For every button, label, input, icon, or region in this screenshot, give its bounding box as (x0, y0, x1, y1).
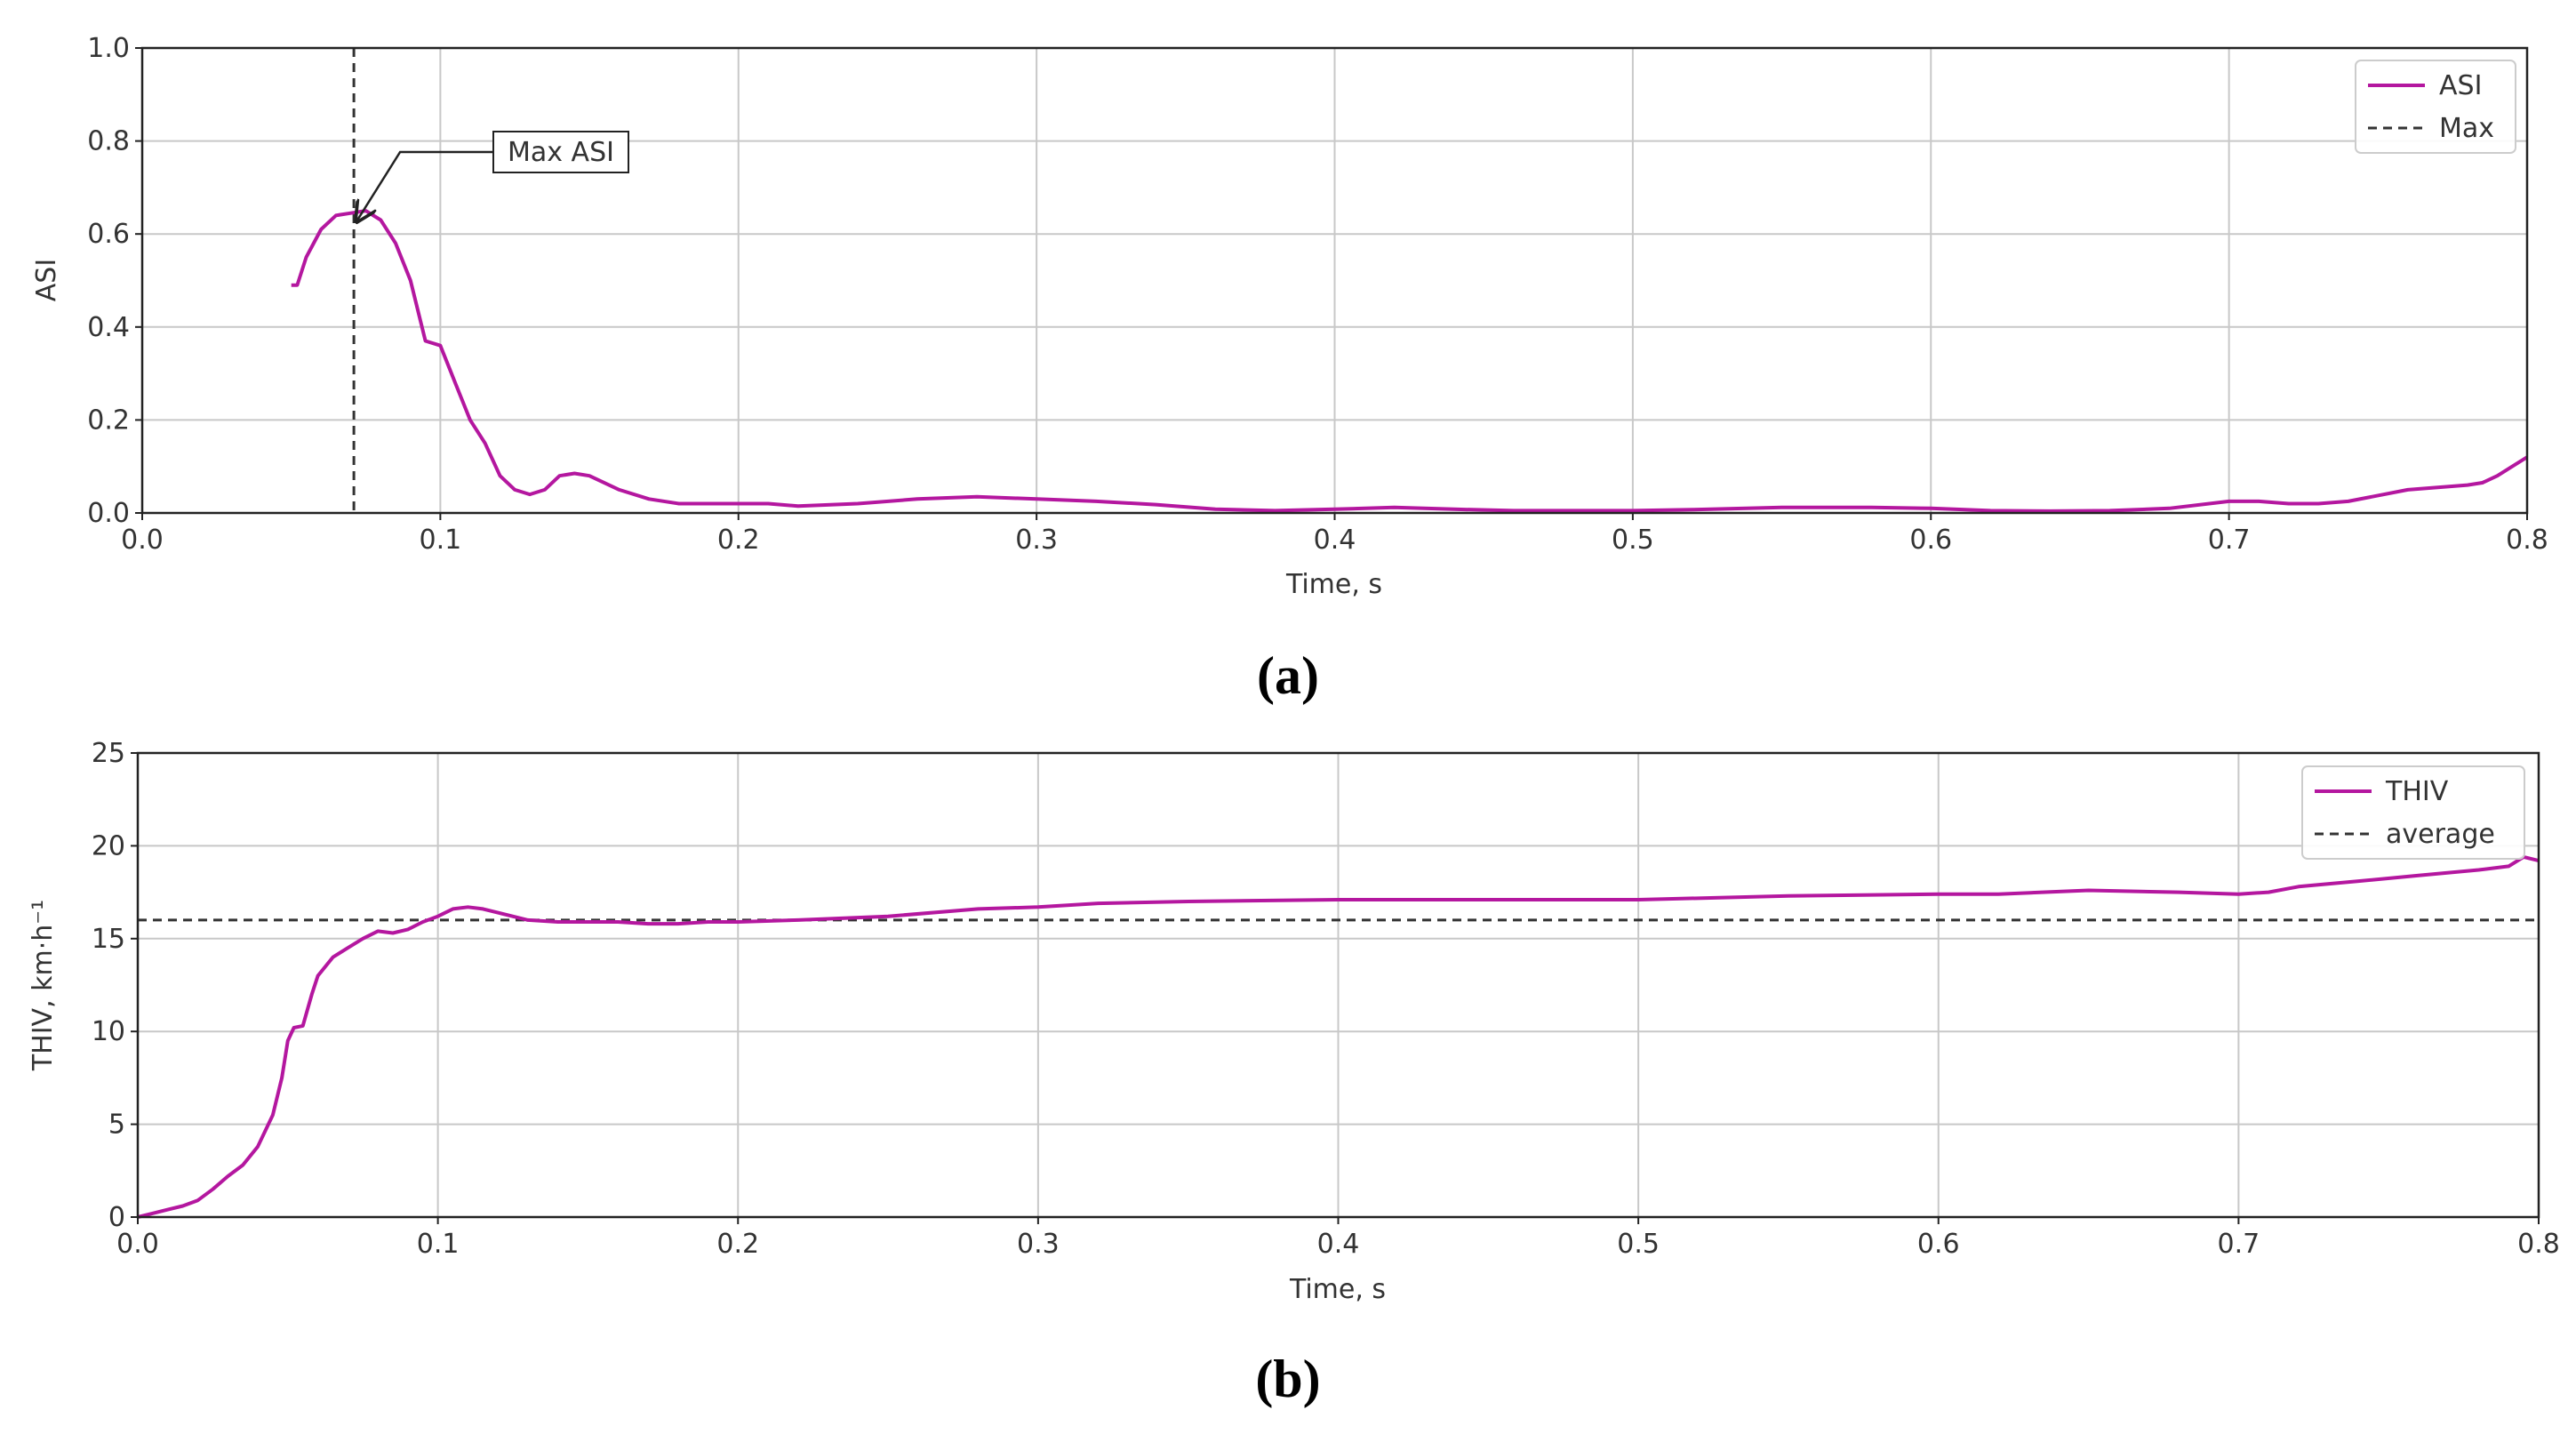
annotation-label: Max ASI (508, 137, 614, 168)
x-tick-label-b: 0.3 (1017, 1229, 1060, 1260)
legend-label-asi: ASI (2439, 70, 2482, 101)
legend-a: ASI Max (2355, 60, 2516, 154)
y-tick-label-b: 0 (108, 1202, 125, 1233)
x-tick-label-b: 0.7 (2218, 1229, 2260, 1260)
y-tick-label-b: 10 (92, 1016, 125, 1047)
x-tick-label-a: 0.0 (121, 525, 164, 556)
legend-label-thiv: THIV (2385, 776, 2449, 807)
asi-series-line (291, 209, 2529, 513)
legend-label-max: Max (2439, 113, 2494, 144)
x-tick-label-a: 0.4 (1314, 525, 1356, 556)
y-tick-label-a: 0.8 (87, 126, 130, 157)
x-tick-label-b: 0.0 (116, 1229, 159, 1260)
y-tick-label-b: 5 (108, 1110, 125, 1141)
series-group-a (291, 209, 2529, 513)
y-axis-label-b: THIV, km·h⁻¹ (28, 900, 59, 1071)
x-axis-label-b: Time, s (1289, 1274, 1386, 1305)
x-tick-label-b: 0.5 (1617, 1229, 1660, 1260)
x-tick-label-b: 0.8 (2517, 1229, 2560, 1260)
x-tick-label-b: 0.6 (1917, 1229, 1960, 1260)
annotation-group: Max ASI (356, 131, 629, 221)
x-tick-label-a: 0.7 (2208, 525, 2251, 556)
y-tick-label-b: 20 (92, 830, 125, 861)
x-axis-label-a: Time, s (1285, 569, 1382, 600)
panel-label-b: (b) (1255, 1350, 1320, 1408)
y-tick-label-a: 0.6 (87, 219, 130, 250)
chart-panel-b: 0.0 0.1 0.2 0.3 0.4 0.5 0.6 0.7 0.8 0 5 10 15 20 25 TH… (28, 738, 2560, 1408)
chart-panel-a: 0.0 0.1 0.2 0.3 0.4 0.5 0.6 0.7 0.8 0.0 0.2 0.4 0.6 0… (31, 33, 2548, 705)
x-tick-label-a: 0.3 (1015, 525, 1058, 556)
x-tick-label-b: 0.2 (716, 1229, 759, 1260)
y-axis-label-a: ASI (31, 259, 62, 301)
y-tick-label-a: 0.4 (87, 312, 130, 343)
y-tick-label-a: 1.0 (87, 33, 130, 64)
x-tick-label-a: 0.5 (1612, 525, 1654, 556)
y-tick-label-a: 0.2 (87, 405, 130, 436)
y-tick-label-a: 0.0 (87, 498, 130, 529)
y-tick-label-b: 25 (92, 738, 125, 769)
thiv-series-line (137, 854, 2540, 1219)
annotation-arrow (356, 150, 493, 221)
x-tick-label-a: 0.1 (420, 525, 462, 556)
x-tick-label-a: 0.6 (1909, 525, 1952, 556)
x-tick-label-b: 0.4 (1317, 1229, 1360, 1260)
annotation-box (492, 131, 629, 173)
series-group-b (137, 854, 2540, 1219)
x-tick-label-b: 0.1 (417, 1229, 460, 1260)
x-tick-label-a: 0.2 (717, 525, 760, 556)
panel-label-a: (a) (1257, 646, 1319, 705)
ticks-b: 0.0 0.1 0.2 0.3 0.4 0.5 0.6 0.7 0.8 0 5 10 15 20 25 (92, 738, 2560, 1260)
legend-label-average: average (2386, 819, 2495, 850)
legend-b: THIV average (2301, 765, 2525, 860)
ticks-a: 0.0 0.1 0.2 0.3 0.4 0.5 0.6 0.7 0.8 0.0 0.2 0.4 0.6 0… (87, 33, 2548, 556)
y-tick-label-b: 15 (92, 924, 125, 955)
x-tick-label-a: 0.8 (2506, 525, 2548, 556)
